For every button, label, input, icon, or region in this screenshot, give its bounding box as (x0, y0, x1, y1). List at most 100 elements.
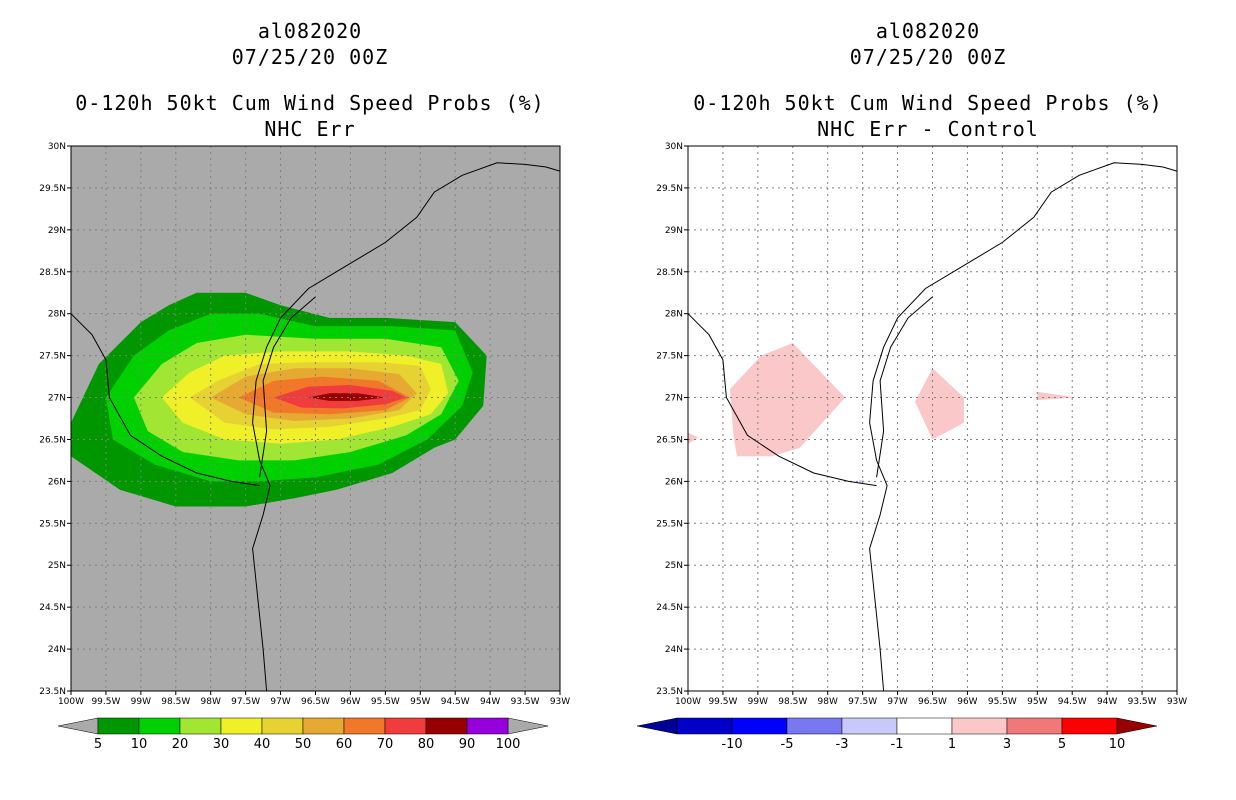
right-contour-layer (688, 343, 1076, 484)
colorbar-label: 60 (336, 737, 353, 752)
colorbar-label: 70 (377, 737, 394, 752)
colorbar-swatch (896, 717, 953, 735)
y-tick-label: 29N (48, 226, 66, 236)
y-tick-label: 28.5N (39, 268, 66, 278)
colorbar-swatch (261, 717, 304, 735)
right-title-block: al082020 07/25/20 00Z 0-120h 50kt Cum Wi… (668, 18, 1188, 142)
x-tick-label: 96.5W (301, 697, 330, 707)
colorbar-label: 100 (496, 737, 521, 752)
right-product-title: 0-120h 50kt Cum Wind Speed Probs (%) (693, 91, 1163, 115)
x-tick-label: 97W (270, 697, 290, 707)
colorbar-label: 80 (418, 737, 435, 752)
colorbar-label: 5 (1058, 737, 1066, 752)
x-tick-label: 99W (748, 697, 768, 707)
colorbar-label: -1 (891, 737, 904, 752)
y-tick-label: 26N (48, 477, 66, 487)
y-tick-label: 24N (665, 645, 683, 655)
barrier-island (259, 296, 316, 478)
x-tick-label: 97W (887, 697, 907, 707)
coastline (252, 162, 560, 691)
colorbar-label: 3 (1003, 737, 1011, 752)
y-tick-label: 24N (48, 645, 66, 655)
right-contour-1-3 (688, 432, 699, 444)
x-tick-label: 98W (201, 697, 221, 707)
panel-left: 100W 99.5W 99W 98.5W 98W 97.5W 97W 96.5W 96W 95.5… (39, 142, 570, 752)
colorbar-label: 90 (459, 737, 476, 752)
x-tick-label: 95W (410, 697, 430, 707)
x-tick-label: 97.5W (848, 697, 877, 707)
colorbar-high-extend (1116, 717, 1158, 735)
right-colorbar: -10 -5 -3 -1 1 3 5 10 (636, 717, 1158, 752)
y-tick-label: 28.5N (656, 268, 683, 278)
left-gridlines (71, 146, 560, 691)
x-tick-label: 94.5W (1058, 697, 1087, 707)
y-tick-label: 25N (665, 561, 683, 571)
right-contour-1-0 (729, 343, 846, 457)
left-title-block: al082020 07/25/20 00Z 0-120h 50kt Cum Wi… (50, 18, 570, 142)
colorbar-swatch (676, 717, 733, 735)
y-tick-label: 23.5N (39, 687, 66, 697)
left-subtitle: NHC Err (264, 117, 356, 141)
y-tick-label: 27N (48, 394, 66, 404)
y-tick-label: 27.5N (39, 352, 66, 362)
x-tick-label: 95.5W (371, 697, 400, 707)
panel-right: 100W 99.5W 99W 98.5W 98W 97.5W 97W 96.5W 96W 95.5… (636, 142, 1187, 752)
y-tick-label: 25.5N (656, 519, 683, 529)
right-storm-id: al082020 (875, 19, 981, 43)
x-tick-label: 93W (550, 697, 570, 707)
x-tick-label: 93.5W (511, 697, 540, 707)
barrier-island (876, 296, 933, 478)
colorbar-label: 10 (131, 737, 148, 752)
border-line (71, 313, 260, 487)
y-tick-label: 25N (48, 561, 66, 571)
colorbar-label: 20 (172, 737, 189, 752)
y-tick-label: 26N (665, 477, 683, 487)
colorbar-swatch (786, 717, 843, 735)
left-map-lines (71, 162, 560, 691)
left-contour-layer (71, 292, 487, 507)
colorbar-low-extend (636, 717, 678, 735)
x-tick-label: 94W (1097, 697, 1117, 707)
colorbar-label: -10 (721, 737, 742, 752)
x-tick-label: 98.5W (161, 697, 190, 707)
x-tick-label: 100W (58, 697, 84, 707)
y-tick-label: 26.5N (39, 435, 66, 445)
right-map-lines (688, 162, 1177, 691)
left-datetime: 07/25/20 00Z (231, 45, 389, 69)
colorbar-swatch (466, 717, 509, 735)
y-tick-label: 29.5N (656, 184, 683, 194)
right-datetime: 07/25/20 00Z (849, 45, 1007, 69)
y-tick-label: 28N (665, 310, 683, 320)
x-tick-label: 98.5W (778, 697, 807, 707)
y-tick-label: 25.5N (39, 519, 66, 529)
colorbar-swatch (841, 717, 898, 735)
y-tick-label: 27N (665, 394, 683, 404)
colorbar-swatch (343, 717, 386, 735)
x-tick-label: 94W (480, 697, 500, 707)
left-contour-80-8 (308, 393, 386, 401)
x-tick-label: 95W (1027, 697, 1047, 707)
colorbar-low-extend (57, 717, 99, 735)
colorbar-swatch (302, 717, 345, 735)
x-tick-label: 96W (340, 697, 360, 707)
border-line (688, 313, 877, 487)
x-tick-label: 93W (1167, 697, 1187, 707)
x-tick-label: 98W (818, 697, 838, 707)
y-tick-label: 24.5N (656, 603, 683, 613)
colorbar-label: -3 (836, 737, 849, 752)
x-tick-label: 96W (957, 697, 977, 707)
right-gridlines (688, 146, 1177, 691)
coastline (869, 162, 1177, 691)
colorbar-swatch (179, 717, 222, 735)
y-tick-label: 29.5N (39, 184, 66, 194)
colorbar-swatch (97, 717, 140, 735)
x-tick-label: 94.5W (441, 697, 470, 707)
y-tick-label: 30N (665, 142, 683, 152)
colorbar-label: 30 (213, 737, 230, 752)
y-tick-label: 30N (48, 142, 66, 152)
x-tick-label: 99.5W (91, 697, 120, 707)
x-tick-label: 96.5W (918, 697, 947, 707)
x-tick-label: 95.5W (988, 697, 1017, 707)
colorbar-high-extend (507, 717, 549, 735)
